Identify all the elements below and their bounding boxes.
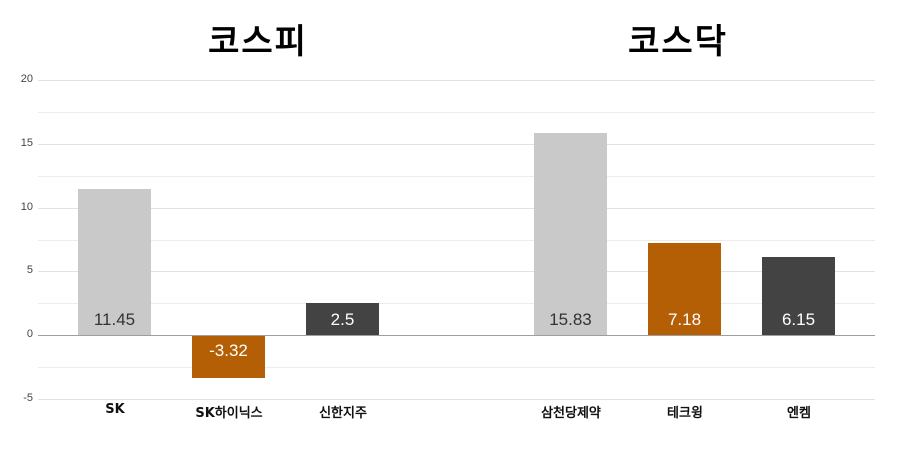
ytick-neg5: -5 [23,392,33,404]
bar-sk-hynix [192,336,265,378]
bar-sk [78,189,151,335]
bar-samchundang [534,133,607,335]
gridline-10 [38,208,875,209]
xlabel-shinhan: 신한지주 [319,406,367,421]
ytick-10: 10 [20,201,33,213]
gridline-neg5 [38,399,875,400]
xlabel-samchundang: 삼천당제약 [541,406,601,421]
bar-label-enchem: 6.15 [781,310,816,329]
xlabel-sk: SK [105,402,125,417]
gridline-17_5 [38,112,875,113]
zero-baseline [38,335,875,336]
xlabel-enchem: 엔켐 [787,406,811,421]
gridline-7_5 [38,240,875,241]
gridline-5 [38,271,875,272]
xlabel-sk-hynix: SK하이닉스 [195,406,263,421]
bar-label-samchundang: 15.83 [549,310,592,329]
gridline-20 [38,80,875,81]
ytick-5: 5 [26,264,33,276]
gridline-2_5 [38,303,875,304]
bar-label-sk: 11.45 [93,310,136,329]
bar-label-techwing: 7.18 [667,310,702,329]
gridline-12_5 [38,176,875,177]
ytick-15: 15 [20,137,33,149]
bar-techwing [648,243,721,335]
bar-enchem [762,257,835,335]
bar-shinhan [306,303,379,335]
kosdaq-title: 코스닥 [628,22,728,62]
ytick-20: 20 [20,73,33,85]
xlabel-techwing: 테크윙 [667,406,703,421]
gridline-neg2_5 [38,367,875,368]
bar-label-sk-hynix: -3.32 [209,341,248,360]
kospi-title: 코스피 [208,22,308,62]
gridline-15 [38,144,875,145]
ytick-0: 0 [26,328,33,340]
bar-label-shinhan: 2.5 [330,310,355,329]
